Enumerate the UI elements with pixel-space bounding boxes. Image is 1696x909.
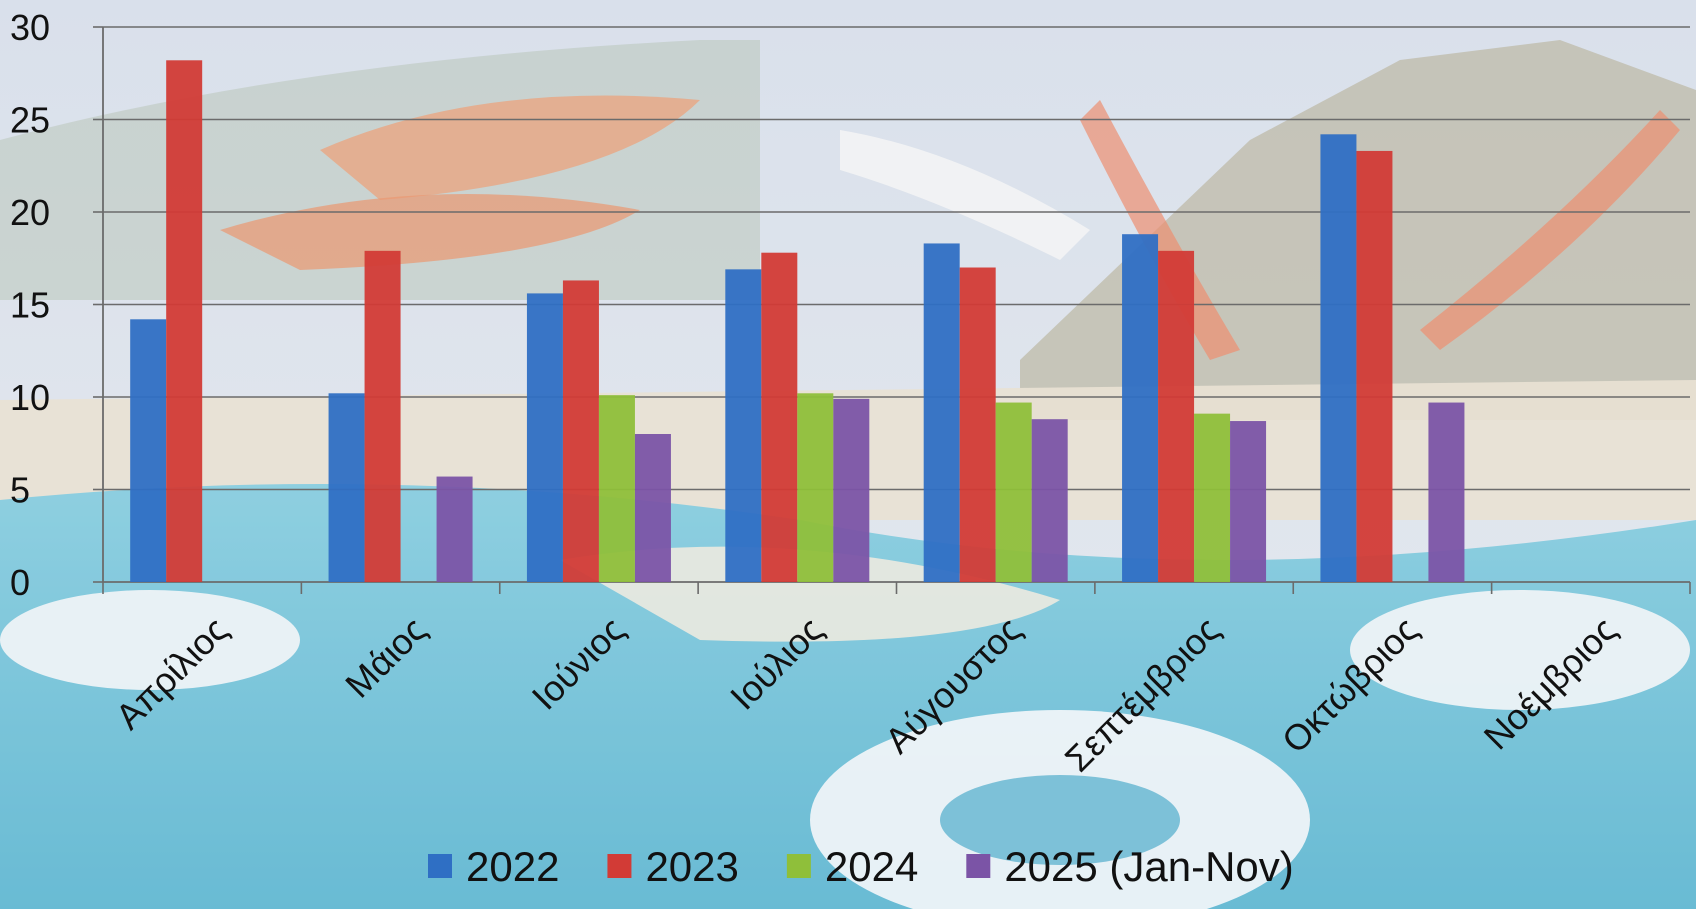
bar-2022-2 [328,393,365,582]
bars [130,60,1465,583]
x-tick-label: Αύγουστος [877,609,1030,762]
y-axis-tick-labels: 0 5 10 15 20 25 30 [10,7,50,603]
bar-2022-3 [526,293,563,582]
bar-2023-5 [959,267,996,582]
bar-2024-5 [995,402,1032,582]
x-tick-label: Νοέμβριος [1476,609,1625,758]
legend-label: 2024 [825,843,918,890]
y-tick-label: 25 [10,100,50,141]
x-tick-label: Απρίλιος [107,609,235,737]
bar-2025-jan-nov--2 [436,476,473,582]
bar-2024-4 [797,393,834,582]
legend-label: 2022 [466,843,559,890]
x-tick-label: Οκτώβριος [1274,609,1426,761]
bar-2022-5 [923,243,960,582]
y-tick-label: 10 [10,377,50,418]
bar-2025-jan-nov--7 [1428,402,1465,582]
bar-2022-7 [1320,134,1357,583]
bar-2025-jan-nov--3 [634,434,671,582]
bar-2025-jan-nov--5 [1031,419,1068,582]
x-tick-label: Μάιος [337,609,434,706]
legend-label: 2023 [645,843,738,890]
bar-2023-7 [1356,150,1393,582]
legend-swatch [607,854,632,878]
legend-swatch [428,854,452,878]
bar-2023-4 [761,252,798,582]
bar-2023-2 [364,250,401,582]
legend-label: 2025 (Jan-Nov) [1004,843,1293,890]
bar-2022-6 [1122,234,1159,582]
bar-2023-6 [1158,250,1195,582]
bar-2024-6 [1194,413,1231,582]
bar-2024-3 [598,395,635,582]
bar-2022-1 [130,319,167,582]
legend: 2022 2023 2024 2025 (Jan-Nov) [428,843,1294,890]
x-axis-tick-labels: Απρίλιος Μάιος Ιούνιος Ιούλιος Αύγουστος Σεπτ… [107,609,1624,780]
bar-2023-3 [562,280,599,582]
bar-2022-4 [725,269,762,582]
bar-2023-1 [166,60,203,583]
bar-2025-jan-nov--6 [1230,421,1267,582]
legend-swatch [786,854,811,878]
y-tick-label: 30 [10,7,50,48]
bar-2025-jan-nov--4 [833,398,870,582]
x-tick-label: Ιούλιος [722,609,831,718]
y-tick-label: 0 [10,562,30,603]
x-tick-label: Ιούνιος [524,609,633,718]
legend-swatch [966,854,991,878]
y-tick-label: 15 [10,285,50,326]
y-tick-label: 5 [10,470,30,511]
x-tick-label: Σεπτέμβριος [1057,609,1228,780]
y-tick-label: 20 [10,192,50,233]
